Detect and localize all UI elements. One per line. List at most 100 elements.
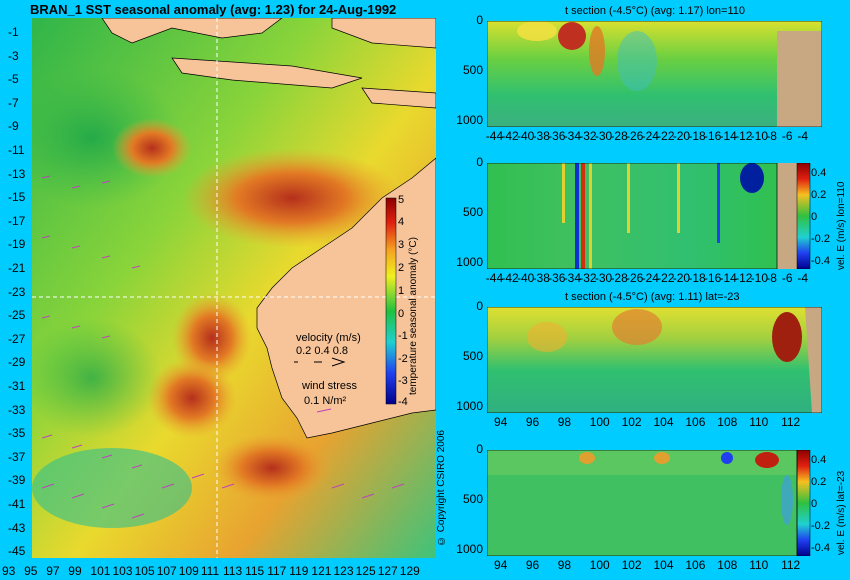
panel-x-tick: -42 [501,129,519,143]
panel-y-tick: 0 [476,13,483,27]
panel-y-tick: 0 [476,299,483,313]
map-x-tick: 123 [333,564,354,578]
velocity-cb-tick: 0.2 [811,476,827,488]
panel-x-tick: -32 [579,271,597,285]
map-x-tick: 93 [2,564,16,578]
map-y-tick: -41 [8,497,26,511]
panel-x-tick: 106 [685,558,706,572]
panel-x-tick: -6 [781,271,793,285]
cb-tick: -3 [398,375,408,387]
panel-x-tick: -20 [672,129,691,143]
panel-x-tick: -18 [688,271,706,285]
panel-x-tick: 98 [557,558,572,572]
panel-x-tick: 94 [493,558,508,572]
panel-x-tick: 104 [653,558,674,572]
panel-x-tick: -10 [750,271,769,285]
panel-x-tick: -24 [641,271,659,285]
panel-x-tick: 96 [525,415,540,429]
panel-x-tick: -20 [672,271,691,285]
map-y-tick: -17 [8,213,26,228]
map-y-tick: -11 [8,143,25,157]
map-x-tick: 95 [24,564,38,578]
cb-tick: 5 [398,194,405,206]
panel-x-tick: -40 [516,271,535,285]
map-y-tick: -9 [8,119,19,134]
panel-x-tick: -36 [548,271,566,285]
map-x-tick: 111 [200,564,220,578]
velocity-cb-tick: 0 [811,211,818,223]
panel-x-tick: 94 [493,415,508,429]
panel1-heatmap [487,21,822,127]
panel-y-tick: 0 [476,155,483,169]
map-y-tick: -5 [8,72,19,87]
map-colorbar-label: temperature seasonal anomaly (°C) [408,237,419,395]
panel-y-tick: 1000 [456,399,483,413]
map-y-tick: -15 [8,190,26,205]
panel-x-tick: -16 [703,129,722,143]
map-x-tick: 121 [311,564,332,578]
panel-x-tick: -28 [610,271,628,285]
panel-x-tick: -14 [719,129,737,143]
map-y-tick: -23 [8,284,26,299]
panel-x-tick: -22 [657,129,675,143]
panel-x-tick: 112 [781,558,801,572]
panel-x-tick: -40 [516,129,535,143]
velocity-legend-scale: 0.2 0.4 0.8 [296,345,348,357]
panel-x-tick: -42 [501,271,519,285]
panel-x-tick: 104 [653,415,674,429]
panel-x-tick: -30 [594,271,613,285]
panel-x-tick: -26 [626,129,644,143]
map-y-tick: -3 [8,48,19,63]
map-y-tick: -19 [8,237,26,252]
velocity-legend-label: velocity (m/s) [296,332,361,344]
map-colorbar [385,197,397,405]
panel-x-tick: -34 [563,271,582,285]
panel4-heatmap [487,450,811,556]
map-y-tick: -29 [8,355,26,370]
wind-legend-scale: 0.1 N/m² [304,395,347,407]
map-x-tick: 99 [68,564,82,578]
panel2-heatmap [487,163,811,269]
panel-x-tick: -12 [735,271,753,285]
map-y-tick: -37 [8,449,26,464]
map-x-tick: 113 [223,564,243,578]
panel-x-tick: -38 [532,129,550,143]
map-x-tick: 103 [112,564,133,578]
cb-tick: -1 [398,330,408,342]
panel-x-tick: 102 [621,558,642,572]
map-x-tick: 119 [289,564,309,578]
panel-x-tick: -8 [766,129,777,143]
sst-map [32,18,436,558]
panel-x-tick: -10 [750,129,769,143]
panel-x-tick: -22 [657,271,675,285]
velocity-cb-tick: -0.2 [811,520,830,532]
panel-y-tick: 1000 [456,255,483,269]
map-x-tick: 115 [245,564,265,578]
map-y-tick: -25 [8,308,26,323]
velocity-cb-tick: 0.4 [811,167,827,179]
wind-legend-label: wind stress [302,380,358,392]
panel-x-tick: 96 [525,558,540,572]
cb-tick: -2 [398,353,408,365]
map-x-tick: 107 [156,564,177,578]
panel1-title: t section (-4.5°C) (avg: 1.17) lon=110 [565,5,745,17]
velocity-cb-tick: -0.4 [811,255,830,267]
cb-tick: 1 [398,285,405,297]
map-x-tick: 105 [134,564,155,578]
map-y-tick: -7 [8,95,19,110]
panel-x-tick: 110 [749,415,769,429]
panel-x-tick: 108 [717,558,738,572]
panel-x-tick: 100 [589,558,610,572]
panel-y-tick: 500 [462,492,483,506]
map-y-tick: -31 [8,379,26,393]
map-x-tick: 129 [399,564,420,578]
map-x-tick: 97 [46,564,60,578]
panel-y-tick: 500 [462,205,483,219]
velocity-cb-tick: -0.2 [811,233,830,245]
panel-x-tick: -4 [797,129,809,143]
cb-tick: 3 [398,239,405,251]
wind-legend-arrow [316,408,332,413]
panel-x-tick: 112 [781,415,801,429]
panel-x-tick: -34 [563,129,582,143]
panel4-colorbar-label: vel. E (m/s) lat=-23 [836,470,847,555]
